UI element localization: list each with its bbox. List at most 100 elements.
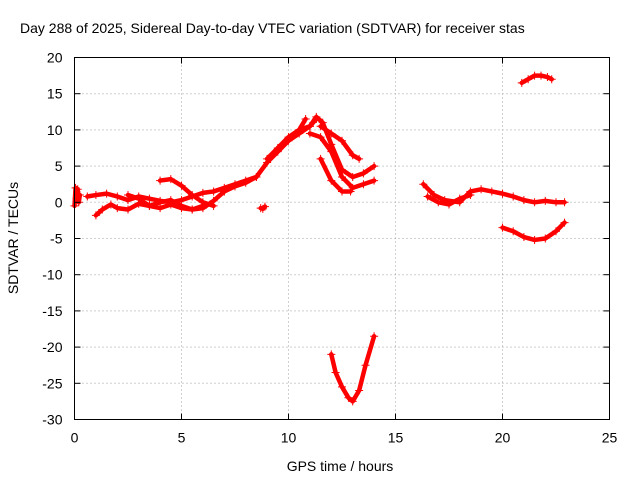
data-point — [560, 198, 569, 207]
data-point — [361, 361, 370, 370]
series-outlier — [256, 202, 269, 213]
data-point — [98, 205, 107, 214]
series-line — [264, 116, 308, 162]
data-point — [75, 191, 84, 200]
data-point — [338, 136, 346, 145]
series-trace-h — [305, 129, 379, 192]
data-point — [331, 368, 340, 377]
data-point — [348, 183, 357, 192]
data-point — [106, 200, 115, 209]
ticks — [74, 57, 610, 420]
series-trace-g — [295, 112, 379, 181]
series-trace-d — [156, 175, 218, 210]
data-point — [316, 122, 325, 131]
data-point — [560, 218, 569, 227]
series-line — [329, 333, 377, 404]
data-point — [524, 75, 533, 84]
chart-title: Day 288 of 2025, Sidereal Day-to-day VTE… — [20, 20, 525, 36]
x-tick-label: 15 — [388, 430, 404, 446]
series-trace-m — [423, 191, 475, 209]
data-point — [423, 192, 432, 201]
series-trace-l — [419, 180, 569, 207]
data-point — [263, 154, 272, 163]
y-tick-label: 0 — [55, 194, 63, 210]
data-point — [498, 223, 507, 232]
data-point — [72, 194, 81, 203]
data-point — [83, 192, 92, 201]
data-point — [91, 211, 100, 220]
data-point — [305, 129, 314, 138]
data-point — [124, 205, 132, 214]
series-trace-k — [327, 332, 379, 406]
data-point — [477, 185, 486, 194]
data-point — [166, 200, 175, 209]
data-point — [312, 112, 321, 121]
data-point — [445, 200, 453, 209]
x-axis-label: GPS time / hours — [287, 458, 394, 474]
data-point — [519, 233, 528, 242]
data-point — [166, 175, 175, 184]
y-tick-label: 15 — [47, 86, 63, 102]
series-trace-n — [498, 218, 569, 244]
data-point — [517, 78, 526, 87]
y-tick-label: -25 — [42, 375, 62, 391]
data-point — [348, 172, 357, 181]
x-tick-label: 5 — [178, 430, 186, 446]
tick-labels: 0 5 10 15 20 25 -30 -25 -20 -15 -10 -5 0 5 10 15 20 — [42, 50, 617, 446]
data-point — [552, 198, 560, 207]
series-line — [318, 156, 353, 194]
data-point — [91, 191, 100, 200]
data-point — [156, 204, 165, 213]
data-point — [370, 176, 379, 185]
series-trace-i — [316, 122, 364, 163]
data-point — [124, 191, 132, 200]
data-point — [145, 201, 154, 210]
x-tick-label: 0 — [71, 430, 79, 446]
data-point — [305, 122, 314, 131]
data-point — [252, 172, 261, 181]
data-point — [327, 129, 336, 138]
data-point — [348, 397, 357, 406]
data-point — [338, 187, 346, 196]
series-trace-o — [517, 71, 556, 87]
data-point — [344, 393, 353, 402]
data-point — [370, 162, 379, 171]
data-point — [231, 182, 239, 191]
y-tick-label: -15 — [42, 303, 62, 319]
series-trace-j — [316, 154, 355, 196]
data-point — [519, 196, 528, 205]
data-point — [541, 196, 550, 205]
data-point — [241, 178, 250, 187]
series-trace-f — [263, 115, 310, 163]
y-tick-label: -5 — [50, 231, 63, 247]
data-point — [537, 71, 546, 80]
data-point — [209, 201, 218, 210]
y-tick-label: -20 — [42, 339, 62, 355]
data-point — [434, 198, 443, 207]
data-point — [177, 204, 186, 213]
data-point — [359, 169, 368, 178]
data-point — [338, 172, 346, 181]
data-point — [509, 192, 518, 201]
data-point — [346, 187, 355, 196]
data-point — [487, 187, 496, 196]
y-tick-label: -30 — [42, 412, 62, 428]
data-point — [530, 235, 539, 244]
data-point — [466, 191, 475, 200]
data-point — [220, 187, 229, 196]
data-point — [113, 204, 122, 213]
data-point — [552, 227, 560, 236]
data-point — [498, 189, 507, 198]
data-point — [327, 147, 336, 156]
y-axis-label: SDTVAR / TECUs — [5, 182, 21, 294]
data-point — [301, 115, 310, 124]
data-point — [177, 181, 186, 190]
data-point — [530, 198, 539, 207]
data-point — [327, 176, 336, 185]
data-point — [327, 350, 336, 359]
data-point — [198, 198, 207, 207]
data-point — [113, 192, 122, 201]
data-point — [419, 180, 428, 189]
y-tick-label: -10 — [42, 267, 62, 283]
data-point — [71, 183, 80, 192]
